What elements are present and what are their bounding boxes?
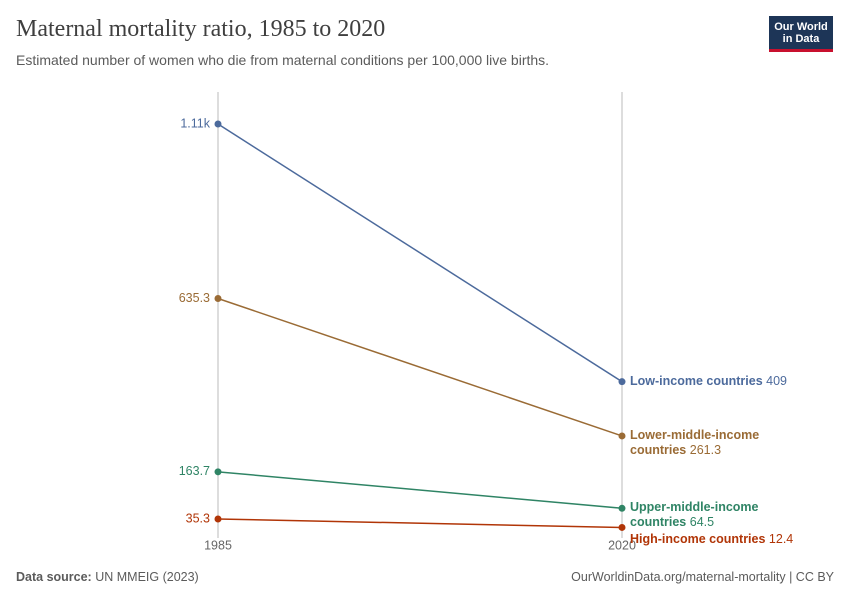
series-label: High-income countries 12.4 — [630, 532, 805, 547]
legend-entry: Lower-middle-income countries — [630, 427, 760, 457]
point — [214, 120, 222, 128]
series-line — [217, 123, 623, 383]
start-value-label: 1.11k — [180, 116, 210, 130]
legend-entry: High-income countries — [630, 532, 766, 547]
point — [618, 432, 626, 440]
series-line — [217, 518, 623, 529]
start-value-label: 635.3 — [179, 291, 210, 305]
end-value-label: 409 — [766, 373, 787, 388]
point — [214, 468, 222, 476]
start-value-label: 163.7 — [179, 464, 210, 478]
logo-line: in Data — [782, 33, 820, 45]
series-label: Upper-middle-income countries 64.5 — [630, 500, 805, 530]
source-label: Data source: — [16, 570, 92, 584]
source: Data source: UN MMEIG (2023) — [16, 570, 199, 584]
legend-entry: Low-income countries — [630, 373, 763, 388]
series-label: Low-income countries 409 — [630, 374, 805, 389]
logo-line: Our World — [774, 21, 828, 33]
series-line — [217, 471, 623, 510]
point — [618, 378, 626, 386]
end-value-label: 64.5 — [689, 515, 715, 530]
x-tick-label: 2020 — [608, 538, 636, 552]
point — [618, 504, 626, 512]
source-url[interactable]: OurWorldinData.org/maternal-mortality | … — [571, 570, 834, 584]
start-value-label: 35.3 — [186, 511, 210, 525]
end-value-label: 261.3 — [689, 442, 722, 457]
series-label: Lower-middle-income countries 261.3 — [630, 428, 805, 458]
end-value-label: 12.4 — [768, 532, 794, 547]
source-text: UN MMEIG (2023) — [95, 570, 199, 584]
point — [214, 294, 222, 302]
chart-subtitle: Estimated number of women who die from m… — [16, 52, 550, 68]
point — [214, 515, 222, 523]
legend-entry: Upper-middle-income countries — [630, 500, 759, 530]
series-line — [217, 297, 623, 437]
chart-title: Maternal mortality ratio, 1985 to 2020 — [16, 16, 386, 42]
point — [618, 523, 626, 531]
x-tick-label: 1985 — [204, 538, 232, 552]
logo[interactable]: Our World in Data — [769, 16, 833, 52]
